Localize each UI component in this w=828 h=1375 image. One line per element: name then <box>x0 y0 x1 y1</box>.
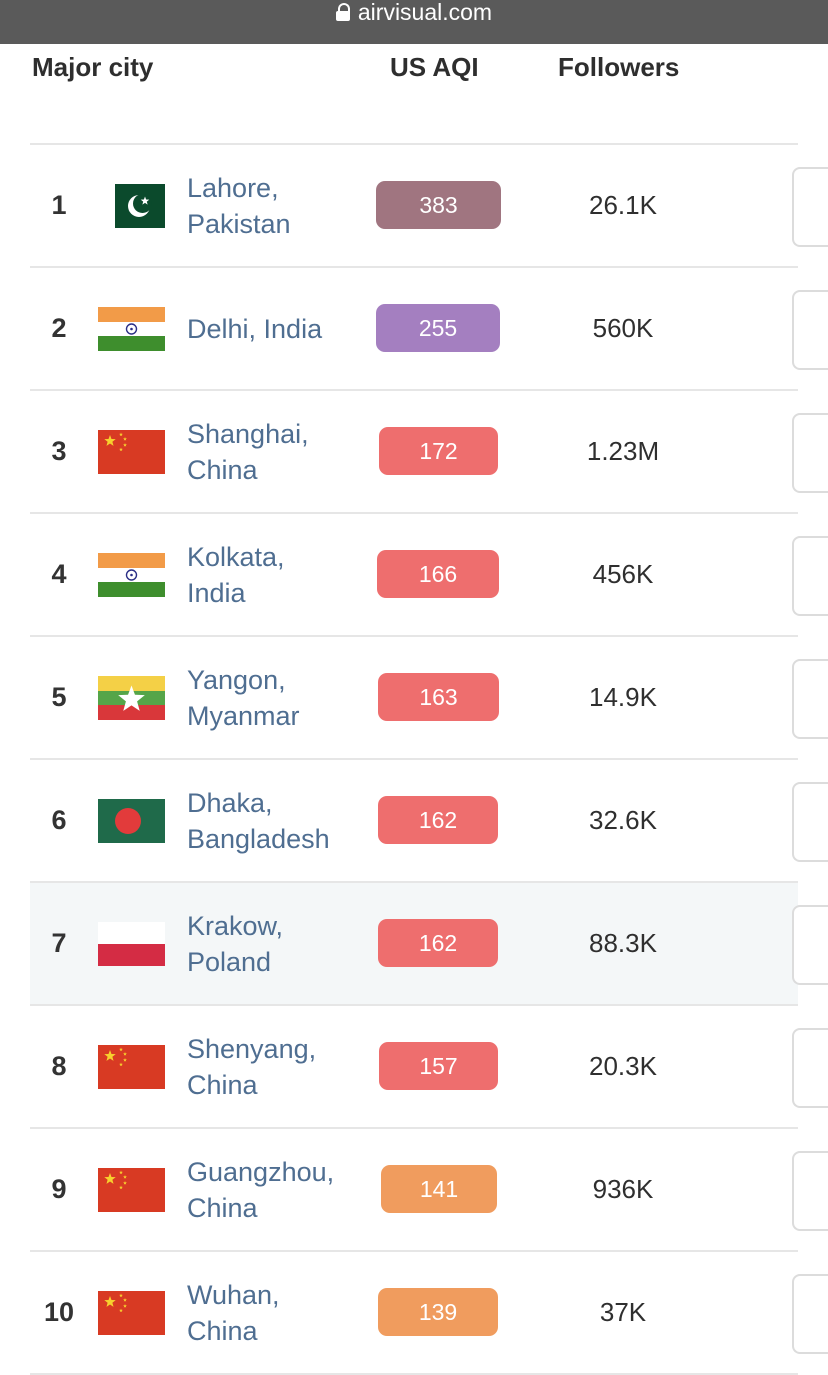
city-name-line1: Lahore, <box>187 172 279 203</box>
followers-count: 14.9K <box>589 682 657 712</box>
table-row[interactable]: 8 Shenyang, China 157 20.3K <box>30 1006 828 1129</box>
city-name-line2: Poland <box>187 946 272 977</box>
city-name-line2: India <box>187 577 246 608</box>
city-name-line2: Bangladesh <box>187 823 330 854</box>
aqi-badge: 162 <box>378 919 498 967</box>
followers-count: 560K <box>592 313 654 343</box>
pakistan-flag-icon <box>98 184 165 228</box>
city-link[interactable]: Kolkata, India <box>187 514 377 635</box>
china-flag-icon <box>98 1291 165 1335</box>
lock-icon <box>335 3 350 21</box>
followers-count: 26.1K <box>589 190 657 220</box>
china-flag-icon <box>98 430 165 474</box>
city-link[interactable]: Wuhan, China <box>187 1252 377 1373</box>
aqi-badge: 255 <box>376 304 500 352</box>
rank-number: 5 <box>51 682 67 712</box>
china-flag-icon <box>98 1168 165 1212</box>
china-flag-icon <box>98 1045 165 1089</box>
follow-button[interactable] <box>792 659 828 739</box>
city-name-line1: Delhi, India <box>187 313 323 344</box>
table-row[interactable]: 7 Krakow, Poland 162 88.3K <box>30 883 828 1006</box>
city-name-line2: China <box>187 454 258 485</box>
city-name-line1: Shanghai, <box>187 418 309 449</box>
city-name-line2: China <box>187 1192 258 1223</box>
city-name-line1: Shenyang, <box>187 1033 317 1064</box>
followers-count: 20.3K <box>589 1051 657 1081</box>
follow-button[interactable] <box>792 167 828 247</box>
city-link[interactable]: Lahore, Pakistan <box>187 145 377 266</box>
aqi-badge: 166 <box>377 550 499 598</box>
follow-button[interactable] <box>792 1028 828 1108</box>
city-name-line2: Pakistan <box>187 208 291 239</box>
browser-url-bar[interactable]: airvisual.com <box>0 0 828 44</box>
city-name-line1: Yangon, <box>187 664 286 695</box>
aqi-badge: 172 <box>379 427 498 475</box>
city-name-line2: Myanmar <box>187 700 300 731</box>
aqi-badge: 141 <box>381 1165 497 1213</box>
follow-button[interactable] <box>792 905 828 985</box>
aqi-badge: 157 <box>379 1042 498 1090</box>
city-name-line2: China <box>187 1069 258 1100</box>
table-row[interactable]: 1 Lahore, Pakistan 383 26.1K <box>30 145 828 268</box>
followers-count: 936K <box>592 1174 654 1204</box>
city-link[interactable]: Dhaka, Bangladesh <box>187 760 377 881</box>
followers-count: 1.23M <box>586 436 660 466</box>
url-text: airvisual.com <box>357 0 493 25</box>
table-row[interactable]: 2 Delhi, India 255 560K <box>30 268 828 391</box>
rank-number: 6 <box>51 805 67 835</box>
follow-button[interactable] <box>792 413 828 493</box>
city-name-line1: Kolkata, <box>187 541 285 572</box>
myanmar-flag-icon <box>98 676 165 720</box>
rank-number: 8 <box>51 1051 67 1081</box>
followers-count: 456K <box>592 559 654 589</box>
city-link[interactable]: Delhi, India <box>187 268 377 389</box>
poland-flag-icon <box>98 922 165 966</box>
city-link[interactable]: Krakow, Poland <box>187 883 377 1004</box>
rank-number: 2 <box>51 313 67 343</box>
follow-button[interactable] <box>792 782 828 862</box>
header-us-aqi: US AQI <box>390 52 479 82</box>
followers-count: 37K <box>599 1297 647 1327</box>
rank-number: 3 <box>51 436 67 466</box>
city-link[interactable]: Shenyang, China <box>187 1006 377 1127</box>
aqi-badge: 162 <box>378 796 498 844</box>
followers-count: 32.6K <box>589 805 657 835</box>
rank-number: 7 <box>51 928 67 958</box>
city-name-line1: Wuhan, <box>187 1279 280 1310</box>
city-link[interactable]: Shanghai, China <box>187 391 377 512</box>
city-link[interactable]: Yangon, Myanmar <box>187 637 377 758</box>
rank-number: 9 <box>51 1174 67 1204</box>
follow-button[interactable] <box>792 1274 828 1354</box>
followers-count: 88.3K <box>589 928 657 958</box>
table-row[interactable]: 9 Guangzhou, China 141 936K <box>30 1129 828 1252</box>
city-name-line1: Guangzhou, <box>187 1156 335 1187</box>
city-name-line1: Krakow, <box>187 910 284 941</box>
follow-button[interactable] <box>792 1151 828 1231</box>
header-major-city: Major city <box>32 52 154 82</box>
aqi-badge: 139 <box>378 1288 498 1336</box>
table-row[interactable]: 5 Yangon, Myanmar 163 14.9K <box>30 637 828 760</box>
city-name-line1: Dhaka, <box>187 787 273 818</box>
rank-number: 4 <box>51 559 67 589</box>
aqi-badge: 163 <box>378 673 499 721</box>
india-flag-icon <box>98 307 165 351</box>
table-row[interactable]: 3 Shanghai, China 172 1.23M <box>30 391 828 514</box>
follow-button[interactable] <box>792 290 828 370</box>
table-row[interactable]: 4 Kolkata, India 166 456K <box>30 514 828 637</box>
follow-button[interactable] <box>792 536 828 616</box>
rank-number: 1 <box>51 190 67 220</box>
india-flag-icon <box>98 553 165 597</box>
table-header: Major city US AQI Followers <box>0 44 828 88</box>
aqi-badge: 383 <box>376 181 501 229</box>
city-link[interactable]: Guangzhou, China <box>187 1129 377 1250</box>
table-row[interactable]: 10 Wuhan, China 139 37K <box>30 1252 828 1375</box>
header-followers: Followers <box>558 52 680 82</box>
table-row[interactable]: 6 Dhaka, Bangladesh 162 32.6K <box>30 760 828 883</box>
bangladesh-flag-icon <box>98 799 165 843</box>
city-name-line2: China <box>187 1315 258 1346</box>
city-ranking-table: 1 Lahore, Pakistan 383 26.1K 2 Delhi, India 255… <box>30 143 828 1375</box>
rank-number: 10 <box>43 1297 75 1327</box>
